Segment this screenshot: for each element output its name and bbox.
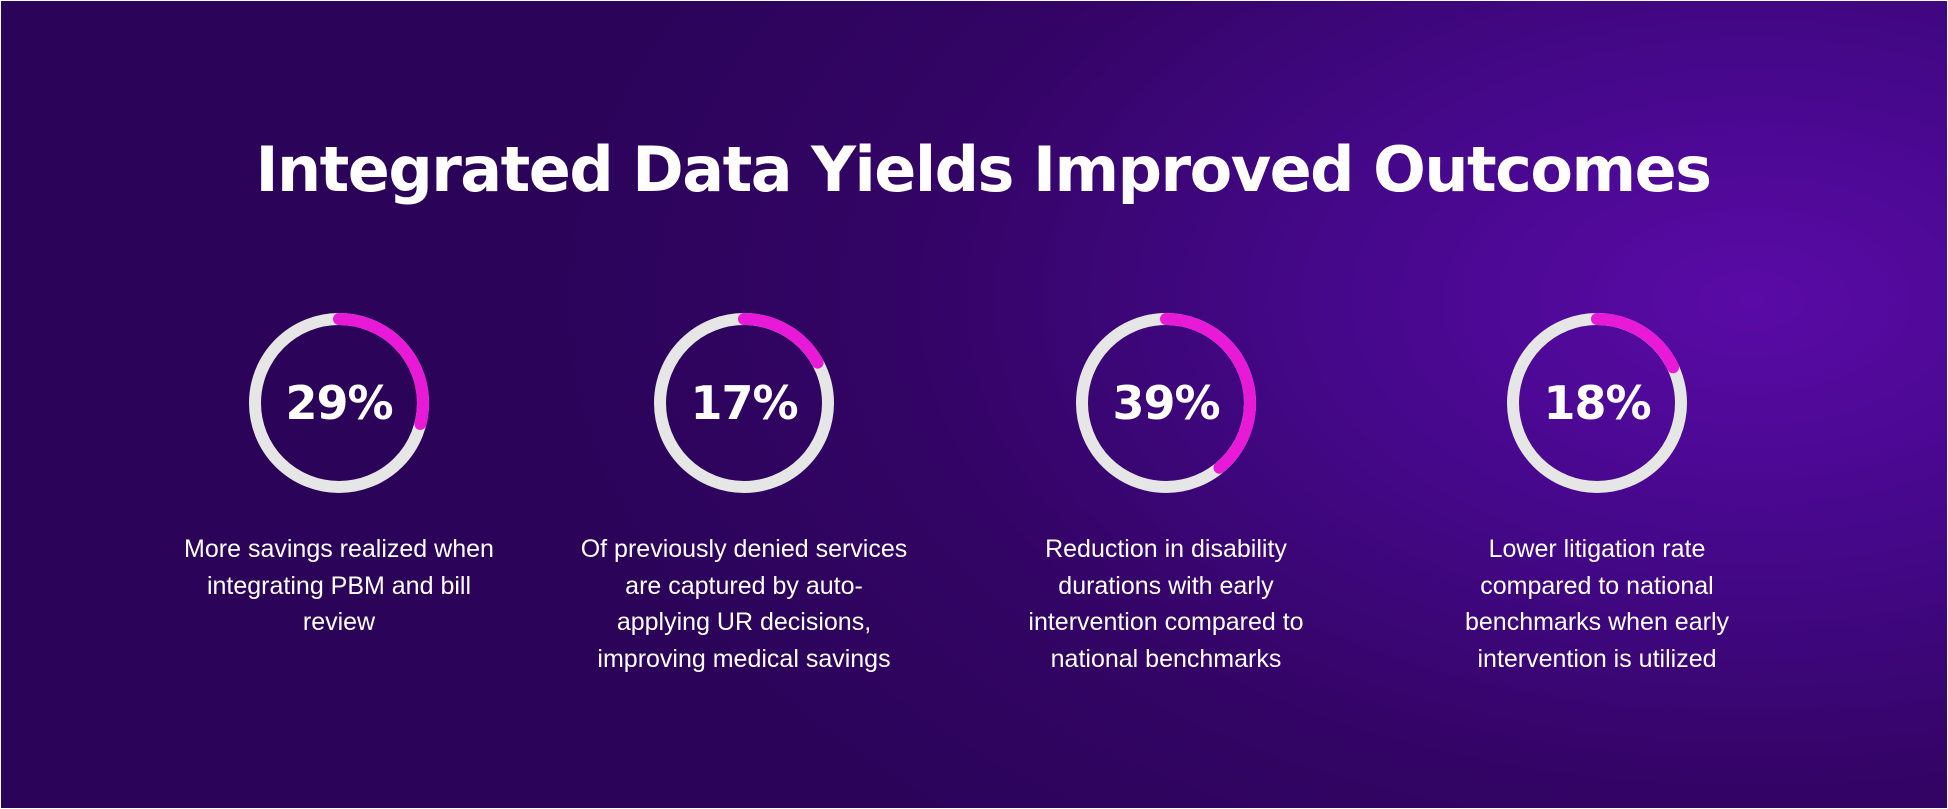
donut-svg-0	[249, 313, 429, 493]
donut-ring-0: 29%	[247, 311, 431, 495]
stat-card-2: 39% Reduction in disability durations wi…	[986, 311, 1346, 677]
chart-title: Integrated Data Yields Improved Outcomes	[255, 133, 1712, 206]
donut-arc-0	[249, 313, 429, 493]
donut-ring-3: 18%	[1505, 311, 1689, 495]
stat-value-3: 18%	[1543, 376, 1651, 430]
stat-value-0: 29%	[285, 376, 393, 430]
donut-ring-1: 17%	[652, 311, 836, 495]
stat-description-0: More savings realized when integrating P…	[184, 535, 494, 636]
stat-description-2: Reduction in disability durations with e…	[1028, 535, 1304, 673]
stat-card-1: 17% Of previously denied services are ca…	[564, 311, 924, 677]
donut-arc-1	[654, 313, 834, 493]
donut-svg-2	[1076, 313, 1256, 493]
stat-description-1: Of previously denied services are captur…	[580, 535, 908, 673]
stat-value-2: 39%	[1112, 376, 1220, 430]
donut-ring-2: 39%	[1074, 311, 1258, 495]
stat-card-3: 18% Lower litigation rate compared to na…	[1417, 311, 1777, 677]
donut-arc-3	[1507, 313, 1687, 493]
donut-svg-3	[1507, 313, 1687, 493]
donut-svg-1	[654, 313, 834, 493]
stat-card-0: 29% More savings realized when integrati…	[159, 311, 519, 641]
stat-description-3: Lower litigation rate compared to nation…	[1464, 535, 1729, 673]
stat-value-1: 17%	[690, 376, 798, 430]
donut-arc-2	[1076, 313, 1256, 493]
